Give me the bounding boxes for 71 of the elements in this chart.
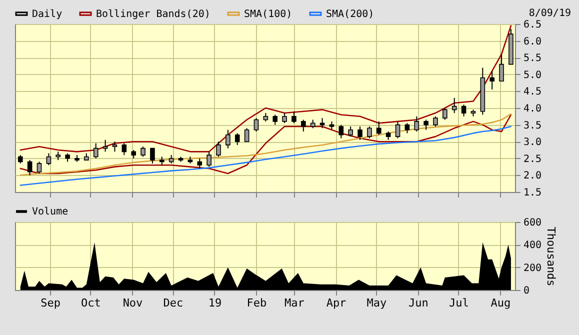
y-tick-label: 0 (524, 286, 530, 296)
x-tick-label: Oct (81, 296, 101, 310)
y-tick-label: 6.0 (524, 36, 542, 48)
y-tick-label: 5.5 (524, 53, 542, 64)
candlestick (122, 142, 127, 156)
x-tick-label: Nov (122, 296, 144, 310)
y-tick-label: 4.5 (524, 86, 542, 98)
y-tick-label: 3.5 (524, 120, 542, 132)
y-tick-label: 1.5 (524, 188, 542, 198)
candlestick (338, 124, 344, 139)
candlestick (226, 129, 230, 149)
candlestick (244, 128, 250, 142)
candlestick (112, 141, 118, 152)
candlestick (414, 116, 420, 132)
candlestick (140, 146, 146, 158)
candlestick (404, 122, 410, 134)
y-tick-label: 2.0 (524, 170, 542, 182)
candlestick (452, 97, 457, 114)
candlestick (254, 118, 259, 132)
candlestick (348, 126, 353, 138)
x-tick-label: Jul (448, 296, 469, 310)
legend-label: Daily (32, 8, 62, 20)
candlestick (102, 139, 108, 152)
y-axis-title: Thousands (544, 226, 558, 286)
y-tick-label: 5.0 (524, 70, 542, 81)
candlestick (395, 120, 400, 139)
candlestick (36, 161, 42, 174)
x-tick-label: Sep (40, 296, 60, 310)
candlestick (216, 141, 221, 158)
x-tick-label: Dec (163, 296, 184, 310)
y-tick-label: 2.5 (524, 154, 542, 165)
y-tick-label: 200 (524, 262, 542, 274)
y-tick-label: 3.0 (524, 137, 542, 148)
candlestick (320, 118, 325, 129)
candlestick (206, 151, 212, 168)
legend-label: Bollinger Bands(20) (96, 8, 210, 20)
candlestick (234, 132, 240, 146)
y-tick-label: 6.5 (524, 20, 542, 30)
x-tick-label: Apr (326, 296, 347, 310)
candlestick (490, 70, 494, 90)
candlestick (282, 112, 287, 124)
candlestick (499, 54, 504, 82)
candlestick (46, 152, 52, 166)
x-tick-label: May (366, 296, 387, 310)
y-tick-label: 600 (524, 218, 542, 228)
candlestick (197, 158, 202, 169)
candlestick (367, 126, 372, 139)
candlestick (272, 114, 278, 126)
candlestick (93, 142, 98, 159)
candlestick (442, 108, 448, 120)
y-tick-label: 4.0 (524, 104, 542, 114)
legend-label: SMA(100) (244, 8, 292, 20)
x-tick-label: Mar (284, 296, 305, 310)
legend-label: SMA(200) (326, 8, 374, 20)
line-series (20, 126, 512, 186)
candlestick (27, 160, 32, 176)
candlestick (358, 126, 362, 140)
x-tick-label: Feb (246, 296, 267, 310)
x-tick-label: 19 (208, 296, 222, 310)
y-tick-label: 400 (524, 240, 542, 252)
candlestick (376, 120, 382, 136)
x-tick-label: Jun (408, 296, 428, 310)
candlestick (424, 119, 428, 130)
candlestick (292, 110, 296, 124)
text: 8/09/19 (528, 8, 571, 19)
x-tick-label: Aug (490, 296, 511, 310)
candlestick (150, 148, 155, 164)
candlestick (433, 116, 438, 127)
legend-label: Volume (32, 206, 68, 218)
candlestick (461, 104, 466, 117)
candlestick (301, 119, 306, 132)
